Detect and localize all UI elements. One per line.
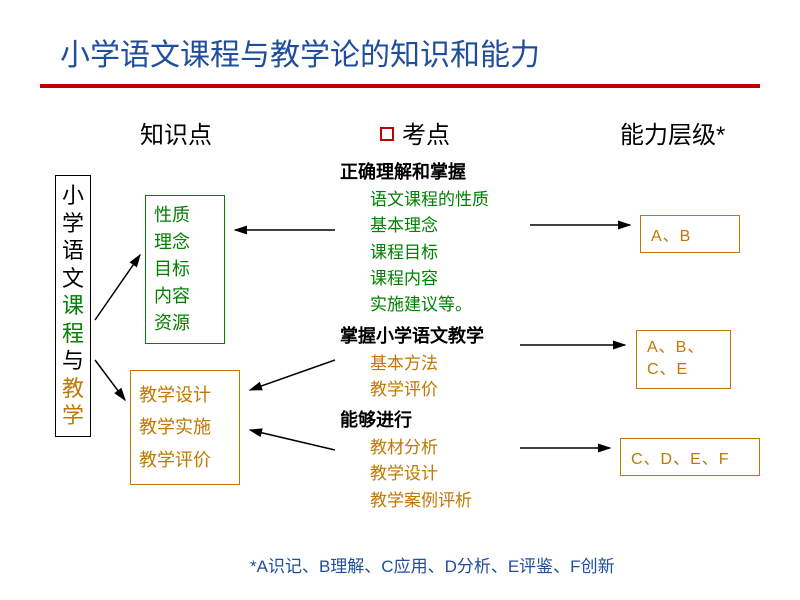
vertical-char: 学	[60, 402, 86, 430]
exam-item: 教学案例评析	[340, 488, 620, 514]
vertical-char: 小	[60, 182, 86, 210]
course-attributes-box: 性质理念目标内容资源	[145, 195, 225, 344]
vertical-char: 与	[60, 347, 86, 375]
exam-item: 课程内容	[340, 266, 620, 292]
arrow	[95, 255, 140, 320]
header-exam-points-label: 考点	[402, 122, 450, 149]
teaching-aspect-item: 教学设计	[139, 379, 231, 411]
arrow	[95, 360, 125, 400]
vertical-char: 课	[60, 292, 86, 320]
level-box-3: C、D、E、F	[620, 438, 760, 476]
vertical-title-box: 小学语文课程与教学	[55, 175, 91, 437]
vertical-char: 语	[60, 237, 86, 265]
course-attr-item: 理念	[154, 229, 216, 256]
course-attr-item: 资源	[154, 310, 216, 337]
course-attr-item: 目标	[154, 256, 216, 283]
header-exam-points: 考点	[380, 115, 450, 150]
exam-item: 教材分析	[340, 435, 620, 461]
title-underline	[40, 84, 760, 88]
vertical-char: 程	[60, 320, 86, 348]
arrow	[250, 360, 335, 390]
vertical-char: 学	[60, 210, 86, 238]
exam-item: 实施建议等。	[340, 292, 620, 318]
course-attr-item: 性质	[154, 202, 216, 229]
ability-legend: *A识记、B理解、C应用、D分析、E评鉴、F创新	[250, 552, 615, 577]
page-title: 小学语文课程与教学论的知识和能力	[0, 0, 800, 84]
level-box-1: A、B	[640, 215, 740, 253]
exam-item: 课程目标	[340, 240, 620, 266]
exam-item: 教学评价	[340, 377, 620, 403]
exam-section-heading: 正确理解和掌握	[340, 159, 620, 187]
teaching-aspect-item: 教学评价	[139, 444, 231, 476]
exam-item: 基本理念	[340, 213, 620, 239]
exam-item: 基本方法	[340, 351, 620, 377]
vertical-char: 教	[60, 375, 86, 403]
exam-item: 教学设计	[340, 461, 620, 487]
exam-item: 语文课程的性质	[340, 187, 620, 213]
header-knowledge-points: 知识点	[140, 115, 212, 150]
header-ability-level: 能力层级*	[620, 115, 725, 150]
exam-section-heading: 掌握小学语文教学	[340, 323, 620, 351]
exam-points-list: 正确理解和掌握语文课程的性质基本理念课程目标课程内容实施建议等。掌握小学语文教学…	[340, 155, 620, 514]
bullet-icon	[380, 127, 394, 141]
vertical-char: 文	[60, 265, 86, 293]
teaching-aspect-item: 教学实施	[139, 411, 231, 443]
exam-section-heading: 能够进行	[340, 407, 620, 435]
teaching-aspects-box: 教学设计教学实施教学评价	[130, 370, 240, 485]
level-box-2: A、B、C、E	[636, 330, 731, 389]
arrow	[250, 430, 335, 450]
course-attr-item: 内容	[154, 283, 216, 310]
